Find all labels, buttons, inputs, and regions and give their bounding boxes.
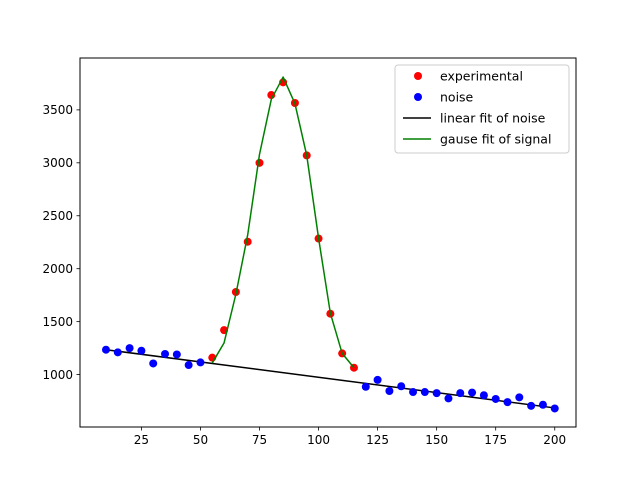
- data-point-noise: [456, 389, 465, 398]
- y-tick-label: 1500: [42, 315, 73, 329]
- y-tick-label: 3500: [42, 103, 73, 117]
- x-tick-label: 150: [425, 433, 448, 447]
- data-point-noise: [373, 375, 382, 384]
- legend-label-gause-fit: gause fit of signal: [440, 132, 551, 147]
- legend-label-linear-fit: linear fit of noise: [440, 111, 546, 126]
- x-tick-label: 125: [366, 433, 389, 447]
- legend-label-experimental: experimental: [440, 69, 523, 84]
- data-point-noise: [113, 348, 122, 357]
- y-tick-label: 2500: [42, 209, 73, 223]
- data-point-noise: [385, 387, 394, 395]
- legend-label-noise: noise: [440, 90, 474, 105]
- data-point-noise: [161, 349, 170, 358]
- data-point-noise: [479, 391, 488, 400]
- data-point-noise: [503, 398, 512, 407]
- data-point-noise: [444, 394, 453, 403]
- axes-layer: 25 50 75 100 125 150 175 200 1000 1500 2000 2500 300…: [42, 103, 566, 447]
- y-tick-label: 1000: [42, 368, 73, 382]
- data-point-noise: [468, 388, 477, 397]
- data-point-noise: [397, 382, 406, 391]
- legend-entry-linear-fit: linear fit of noise: [403, 111, 546, 126]
- x-tick-label: 200: [543, 433, 566, 447]
- data-point-noise: [184, 361, 193, 370]
- data-point-experimental: [255, 158, 264, 167]
- legend-entry-experimental: experimental: [414, 69, 523, 84]
- data-point-noise: [196, 358, 205, 367]
- series-line-linear-fit-of-noise: [105, 348, 555, 409]
- data-point-noise: [172, 350, 181, 359]
- x-tick-label: 100: [307, 433, 330, 447]
- data-point-noise: [420, 388, 429, 397]
- x-tick-label: 175: [484, 433, 507, 447]
- data-point-noise: [550, 404, 559, 413]
- plot-frame: [79, 57, 577, 428]
- data-point-noise: [137, 346, 146, 355]
- y-tick-label: 2000: [42, 262, 73, 276]
- data-point-noise: [515, 393, 524, 402]
- series-line-gause-fit-of-signal: [211, 76, 355, 369]
- data-point-noise: [361, 382, 370, 391]
- data-point-noise: [101, 345, 110, 354]
- data-point-noise: [125, 344, 134, 353]
- x-tick-label: 50: [193, 433, 208, 447]
- data-point-noise: [491, 394, 500, 403]
- data-point-noise: [149, 359, 158, 368]
- data-point-experimental: [243, 237, 252, 246]
- data-point-noise: [432, 389, 441, 398]
- legend: experimental noise linear fit of noise g…: [394, 64, 570, 154]
- legend-entry-gause-fit: gause fit of signal: [403, 132, 551, 147]
- legend-marker-experimental: [414, 72, 422, 80]
- legend-marker-noise: [414, 93, 422, 101]
- legend-box: [394, 64, 570, 154]
- x-tick-label: 75: [252, 433, 267, 447]
- data-point-noise: [527, 401, 536, 410]
- data-point-noise: [538, 400, 547, 409]
- legend-entry-noise: noise: [414, 90, 474, 105]
- data-point-noise: [409, 388, 418, 397]
- y-tick-label: 3000: [42, 156, 73, 170]
- series-layer: [101, 76, 559, 413]
- x-tick-label: 25: [134, 433, 149, 447]
